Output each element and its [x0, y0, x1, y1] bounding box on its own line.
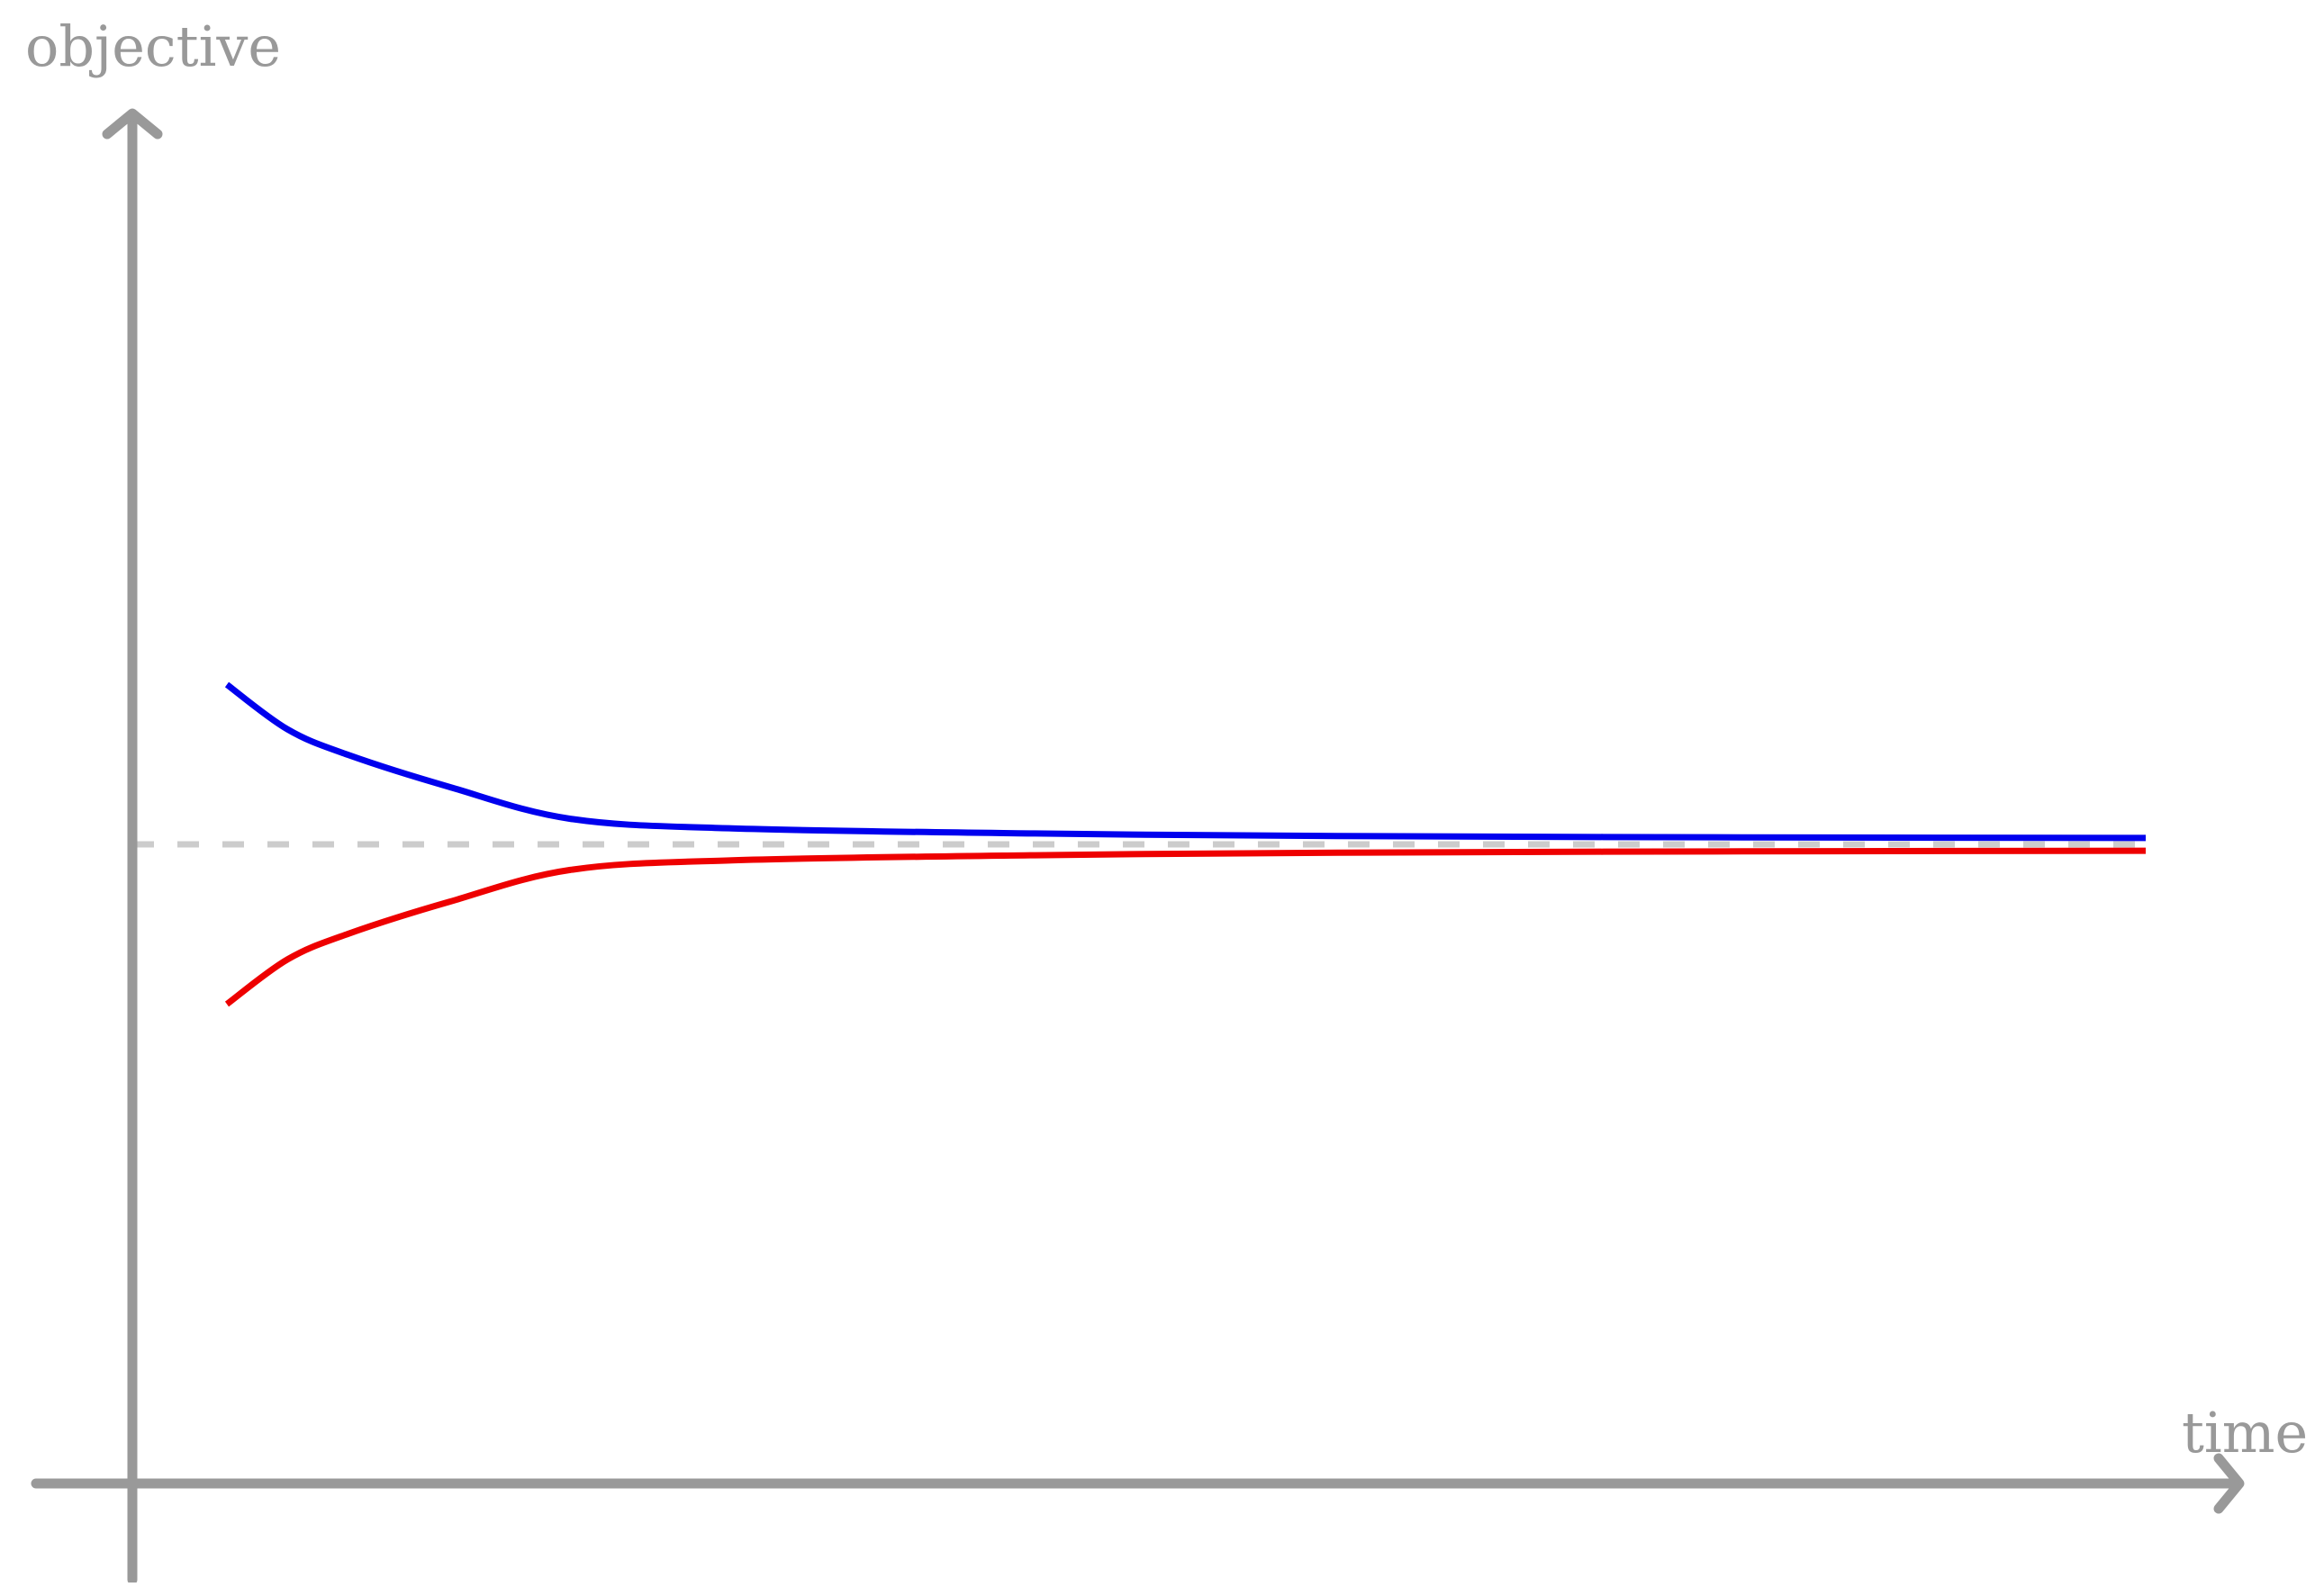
series-line-lower — [224, 847, 2147, 1007]
x-axis-label: time — [2182, 1400, 2308, 1465]
y-axis-arrowhead — [102, 108, 163, 140]
y-axis-label: objective — [25, 14, 281, 79]
x-axis-arrowhead — [2213, 1453, 2245, 1514]
series-line-upper — [224, 681, 2147, 842]
